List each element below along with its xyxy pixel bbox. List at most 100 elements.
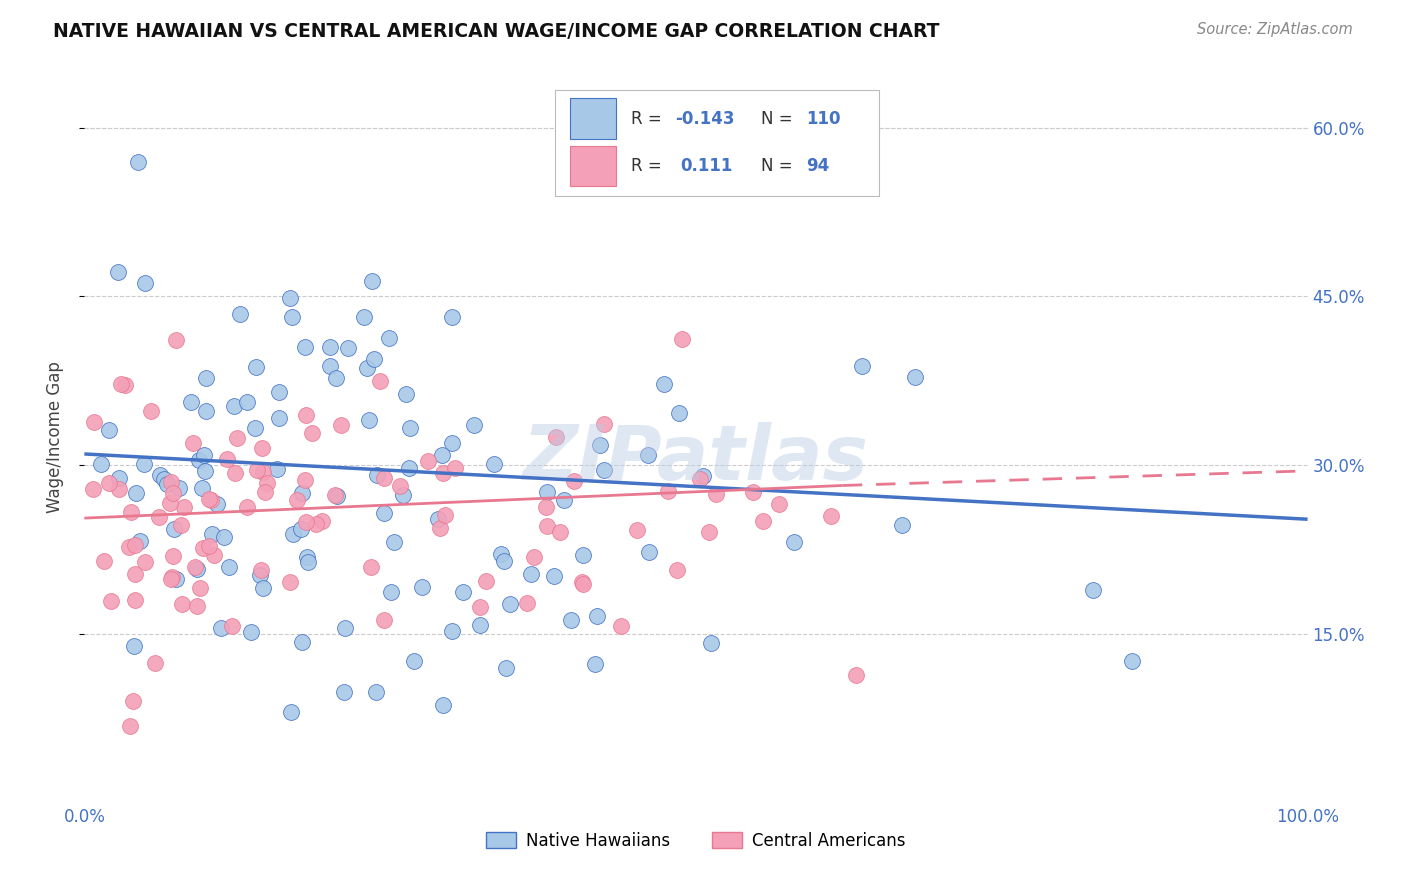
Point <box>250 442 273 456</box>
Point <box>165 572 187 586</box>
Point <box>851 359 873 374</box>
Point <box>266 461 288 475</box>
Point <box>162 486 184 500</box>
Point <box>482 458 505 472</box>
Legend: Native Hawaiians, Central Americans: Native Hawaiians, Central Americans <box>479 825 912 856</box>
Point <box>253 485 276 500</box>
Point <box>290 522 312 536</box>
Point <box>117 540 139 554</box>
Point <box>585 657 607 671</box>
Point <box>440 310 463 324</box>
Point <box>741 485 763 500</box>
Point <box>252 581 274 595</box>
Point <box>586 608 609 623</box>
Point <box>301 425 323 440</box>
Point <box>544 430 567 444</box>
Point <box>170 517 193 532</box>
Point <box>468 618 491 632</box>
Point <box>167 481 190 495</box>
Point <box>278 291 301 305</box>
Point <box>373 613 395 627</box>
Point <box>305 517 328 532</box>
Point <box>333 685 356 699</box>
Point <box>536 485 558 500</box>
Point <box>380 585 402 599</box>
Text: NATIVE HAWAIIAN VS CENTRAL AMERICAN WAGE/INCOME GAP CORRELATION CHART: NATIVE HAWAIIAN VS CENTRAL AMERICAN WAGE… <box>53 22 941 41</box>
Point <box>107 265 129 279</box>
Point <box>90 458 112 472</box>
Point <box>243 421 266 435</box>
Point <box>191 541 214 556</box>
Point <box>156 476 179 491</box>
Text: Source: ZipAtlas.com: Source: ZipAtlas.com <box>1197 22 1353 37</box>
Point <box>110 376 132 391</box>
Point <box>246 463 269 477</box>
Point <box>333 621 356 635</box>
Point <box>440 436 463 450</box>
Text: R =: R = <box>631 110 666 128</box>
Point <box>373 471 395 485</box>
Point <box>249 568 271 582</box>
Point <box>610 618 633 632</box>
Point <box>364 684 387 698</box>
Point <box>190 481 212 495</box>
Point <box>318 340 340 354</box>
Point <box>326 489 349 503</box>
Point <box>468 599 491 614</box>
Point <box>592 463 614 477</box>
Point <box>768 498 790 512</box>
Point <box>295 550 318 565</box>
Point <box>202 549 225 563</box>
Point <box>122 640 145 654</box>
Point <box>194 371 217 385</box>
Point <box>432 466 454 480</box>
Point <box>229 308 252 322</box>
Point <box>93 554 115 568</box>
Point <box>637 448 659 462</box>
Point <box>572 548 595 562</box>
Point <box>845 668 868 682</box>
Point <box>124 593 146 607</box>
Point <box>148 509 170 524</box>
Point <box>226 431 249 445</box>
Point <box>108 483 131 497</box>
Point <box>127 155 149 169</box>
Point <box>149 468 172 483</box>
Point <box>489 547 512 561</box>
Text: N =: N = <box>761 157 797 175</box>
Point <box>560 613 582 627</box>
Point <box>124 538 146 552</box>
Bar <box>569 98 616 138</box>
Point <box>162 549 184 563</box>
Point <box>193 448 215 462</box>
Point <box>122 694 145 708</box>
Point <box>252 465 274 479</box>
Point <box>463 418 485 433</box>
Point <box>699 524 721 539</box>
Point <box>124 567 146 582</box>
Point <box>129 533 152 548</box>
Point <box>692 469 714 483</box>
Point <box>904 370 927 384</box>
Point <box>593 417 616 431</box>
Point <box>626 523 648 537</box>
Point <box>159 572 181 586</box>
Point <box>891 518 914 533</box>
Point <box>160 570 183 584</box>
Point <box>416 454 439 468</box>
Point <box>689 472 711 486</box>
Point <box>281 310 304 324</box>
Point <box>188 581 211 595</box>
Point <box>366 468 388 483</box>
Point <box>571 576 593 591</box>
Point <box>120 505 142 519</box>
Point <box>323 488 346 502</box>
Point <box>267 385 290 400</box>
Point <box>360 559 382 574</box>
Point <box>197 491 219 506</box>
Point <box>283 527 305 541</box>
Point <box>159 475 181 489</box>
Point <box>153 472 176 486</box>
Point <box>221 618 243 632</box>
Point <box>294 408 316 422</box>
